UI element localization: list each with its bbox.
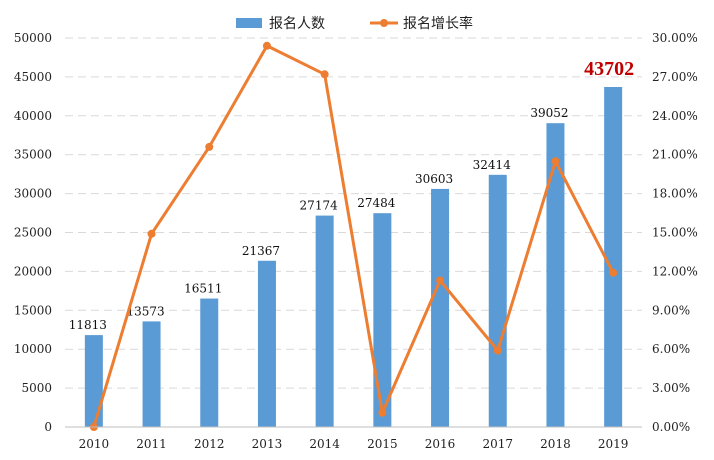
bar-data-label: 16511 [184,282,222,296]
growth-marker [378,408,387,417]
x-tick-label: 2019 [598,437,629,451]
y-tick-label-right: 0.00% [652,420,690,434]
bar [142,321,161,427]
bar [431,188,450,427]
y-tick-label-right: 24.00% [652,109,698,123]
legend-label-line: 报名增长率 [403,15,473,32]
bar-data-label: 32414 [473,158,512,172]
y-tick-label-left: 40000 [14,109,52,123]
x-tick-label: 2018 [540,437,571,451]
y-tick-label-left: 30000 [14,187,52,201]
left-axis: 0 5000 10000 15000 20000 25000 30000 35000 40000… [14,31,52,434]
y-tick-label-left: 15000 [14,303,52,317]
y-tick-label-left: 10000 [14,342,52,356]
y-tick-label-left: 45000 [14,70,52,84]
growth-marker [551,157,560,166]
growth-marker [147,229,156,238]
x-tick-label: 2012 [194,437,225,451]
bar [488,174,507,427]
bar-data-label: 30603 [415,172,453,186]
growth-marker [609,268,618,277]
legend-swatch-bar [236,18,262,28]
y-tick-label-right: 3.00% [652,381,690,395]
bar-data-label: 39052 [530,106,568,120]
bar-data-label-highlight: 43702 [584,58,634,80]
x-tick-label: 2013 [252,437,283,451]
line-series [89,41,618,431]
y-tick-label-right: 15.00% [652,226,698,240]
bar [315,215,334,427]
growth-marker [262,41,271,50]
y-tick-label-left: 50000 [14,31,52,45]
grid [65,37,642,389]
bar [200,298,219,427]
growth-marker [436,276,445,285]
y-tick-label-right: 6.00% [652,342,690,356]
y-tick-label-left: 25000 [14,226,52,240]
legend: 报名人数 报名增长率 [236,15,473,32]
bar [84,335,103,427]
y-tick-label-right: 9.00% [652,303,690,317]
x-tick-label: 2016 [425,437,456,451]
x-tick-label: 2015 [367,437,398,451]
y-tick-label-left: 20000 [14,264,52,278]
growth-marker [320,70,329,79]
bar [257,260,276,427]
y-tick-label-right: 30.00% [652,31,698,45]
bar [546,123,565,427]
growth-line [92,44,615,428]
y-tick-label-right: 12.00% [652,264,698,278]
bar-series [84,86,623,427]
y-tick-label-right: 27.00% [652,70,698,84]
y-tick-label-left: 5000 [21,381,52,395]
bar-data-label: 27484 [357,196,396,210]
x-tick-label: 2011 [136,437,167,451]
x-axis: 2010 2011 2012 2013 2014 2015 2016 2017 2018 2019 [79,437,629,451]
y-tick-label-right: 21.00% [652,148,698,162]
bar-data-label: 21367 [242,244,280,258]
bar-data-label: 13573 [126,304,164,318]
bar-data-label: 27174 [300,199,339,213]
legend-swatch-marker [380,19,388,27]
y-tick-label-left: 35000 [14,148,52,162]
x-tick-label: 2010 [79,437,110,451]
x-tick-label: 2017 [482,437,513,451]
bar [604,86,623,427]
x-tick-label: 2014 [309,437,340,451]
y-tick-label-right: 18.00% [652,187,698,201]
bar [373,213,392,427]
growth-marker [493,346,502,355]
legend-label-bar: 报名人数 [269,16,325,32]
right-axis: 0.00% 3.00% 6.00% 9.00% 12.00% 15.00% 18.00% 21… [652,31,698,434]
bar-data-labels: 11813 13573 16511 21367 27174 27484 30603 32414… [69,58,634,332]
bar-data-label: 11813 [69,318,107,332]
y-tick-label-left: 0 [44,420,52,434]
growth-marker [205,142,214,151]
